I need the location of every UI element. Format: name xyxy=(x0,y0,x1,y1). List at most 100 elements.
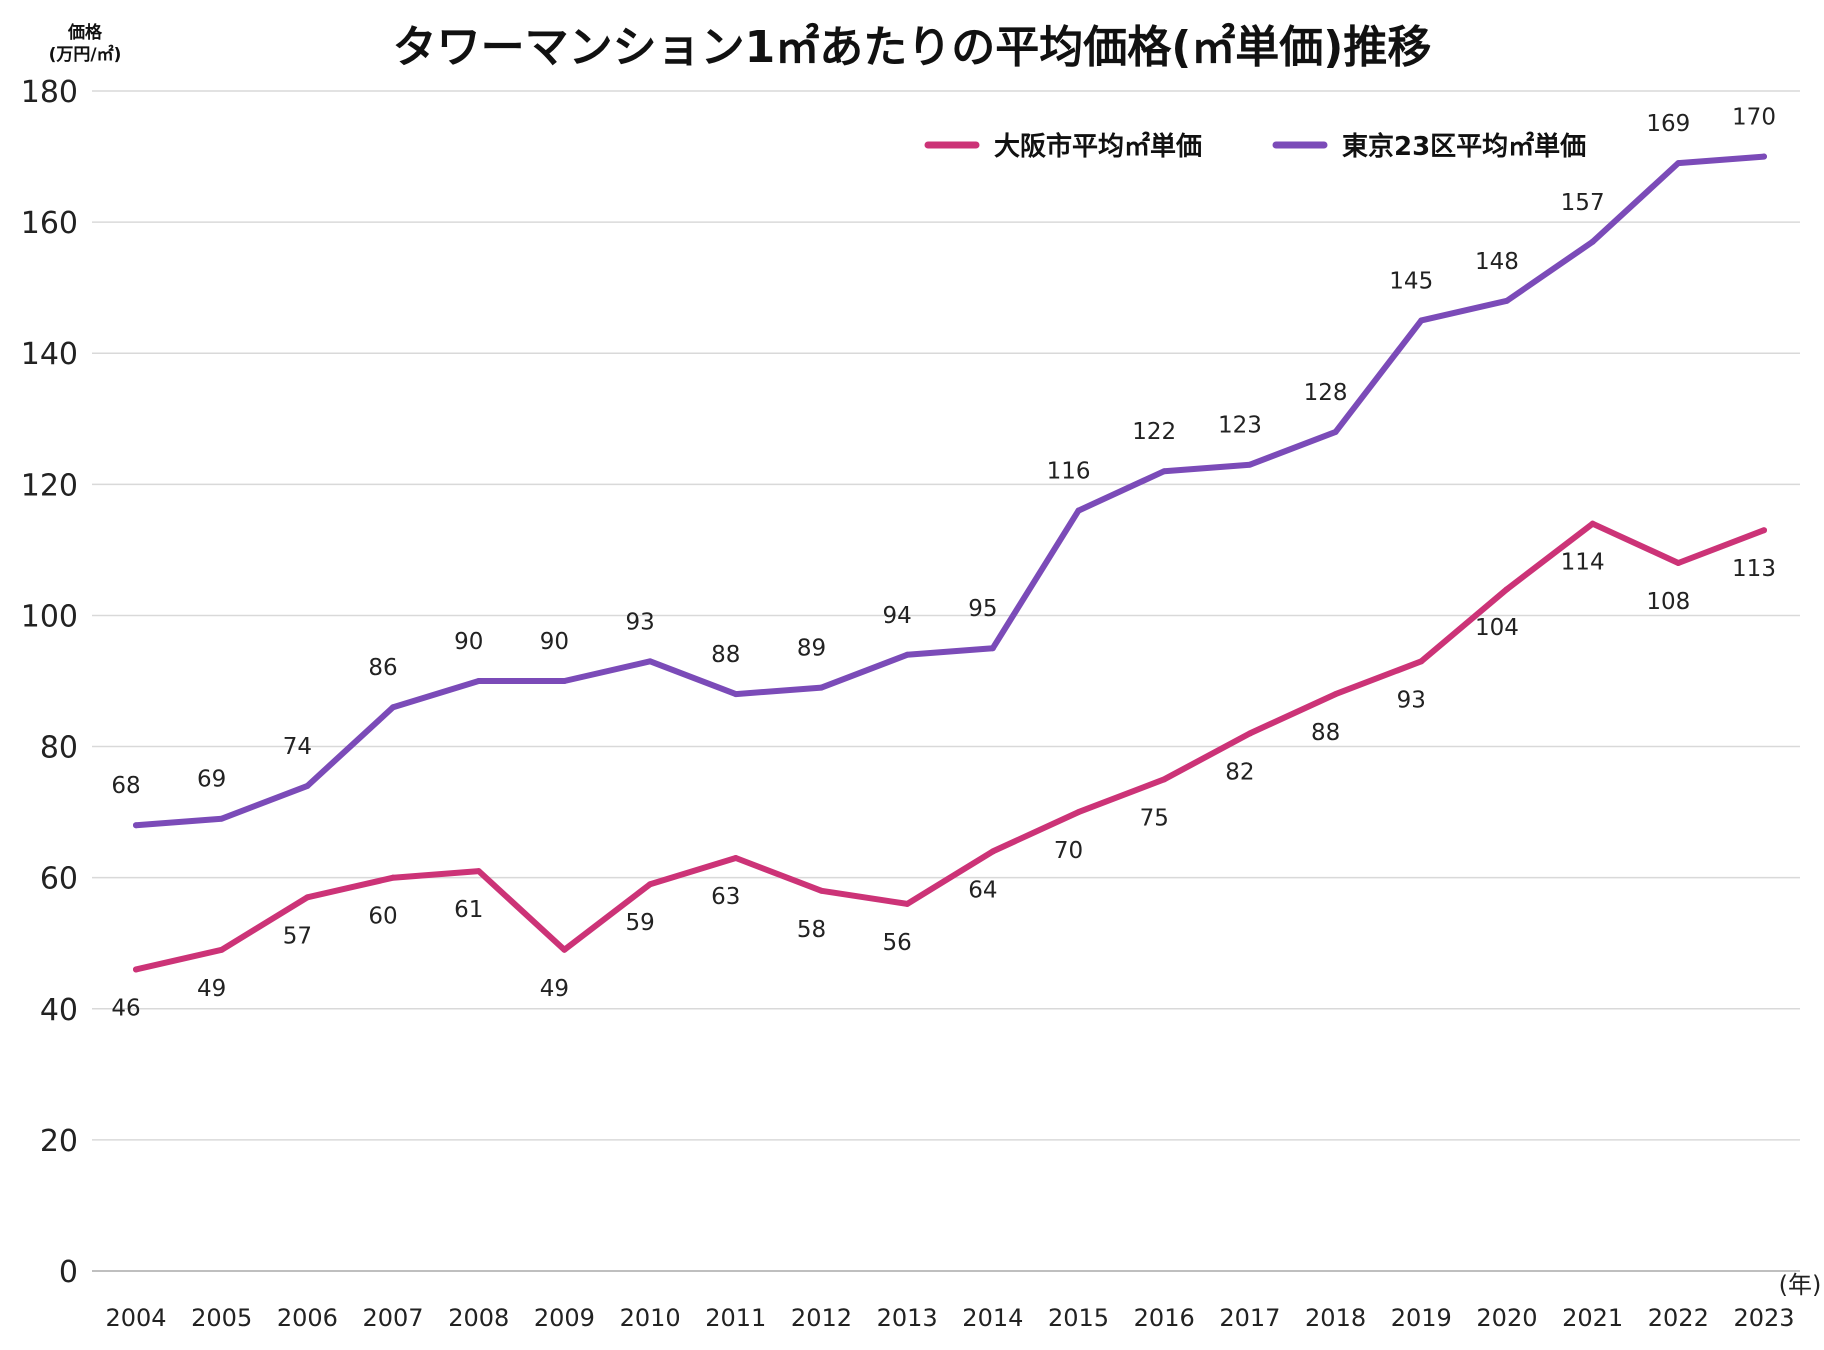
data-label: 61 xyxy=(454,897,483,923)
series-lines xyxy=(133,153,1767,973)
legend: 大阪市平均㎡単価 東京23区平均㎡単価 xyxy=(924,131,1586,162)
data-point xyxy=(218,815,225,822)
x-tick-label: 2018 xyxy=(1305,1304,1366,1332)
data-point xyxy=(1161,468,1168,475)
y-tick-label: 20 xyxy=(40,1124,78,1159)
data-label: 114 xyxy=(1561,550,1605,576)
data-label: 68 xyxy=(111,773,140,799)
data-point xyxy=(390,874,397,881)
data-point xyxy=(218,946,225,953)
data-label: 104 xyxy=(1475,615,1519,641)
data-point xyxy=(1503,586,1510,593)
data-label: 74 xyxy=(283,734,312,760)
y-tick-label: 40 xyxy=(40,993,78,1028)
x-tick-label: 2013 xyxy=(877,1304,938,1332)
data-point xyxy=(989,645,996,652)
data-label: 113 xyxy=(1732,556,1776,582)
data-point xyxy=(1761,527,1767,534)
data-point xyxy=(1161,776,1168,783)
data-point xyxy=(304,782,311,789)
data-label: 93 xyxy=(1397,687,1426,713)
series-line-1 xyxy=(133,153,1767,829)
y-tick-label: 0 xyxy=(59,1255,78,1290)
x-tick-label: 2019 xyxy=(1391,1304,1452,1332)
data-point xyxy=(475,868,482,875)
x-tick-label: 2017 xyxy=(1219,1304,1280,1332)
data-label: 63 xyxy=(711,884,740,910)
data-point xyxy=(304,894,311,901)
series-line-0 xyxy=(133,520,1767,973)
data-label: 145 xyxy=(1389,268,1433,294)
y-tick-label: 100 xyxy=(21,599,78,634)
data-label: 86 xyxy=(368,655,397,681)
data-label: 157 xyxy=(1561,190,1605,216)
data-label: 123 xyxy=(1218,413,1262,439)
data-label: 46 xyxy=(111,995,140,1021)
data-labels: 46 49 57 60 61 49 59 63 58 56 64 70 75 82 88 93 104 114 10… xyxy=(111,105,1776,1022)
x-tick-label: 2023 xyxy=(1733,1304,1794,1332)
x-tick-label: 2020 xyxy=(1476,1304,1537,1332)
data-label: 94 xyxy=(883,603,912,629)
y-tick-label: 140 xyxy=(21,337,78,372)
data-label: 57 xyxy=(283,923,312,949)
data-label: 88 xyxy=(1311,720,1340,746)
data-point xyxy=(732,855,739,861)
x-tick-label: 2008 xyxy=(448,1304,509,1332)
data-label: 148 xyxy=(1475,249,1519,275)
data-point xyxy=(1075,809,1082,816)
data-point xyxy=(989,848,996,855)
y-axis-unit: (万円/㎡) xyxy=(49,44,122,65)
y-tick-label: 120 xyxy=(21,468,78,503)
x-tick-label: 2016 xyxy=(1134,1304,1195,1332)
data-point xyxy=(390,704,397,711)
y-tick-label: 160 xyxy=(21,206,78,241)
data-label: 128 xyxy=(1304,380,1348,406)
x-tick-label: 2005 xyxy=(191,1304,252,1332)
data-point xyxy=(561,678,568,684)
data-label: 88 xyxy=(711,642,740,668)
x-tick-label: 2021 xyxy=(1562,1304,1623,1332)
x-tick-label: 2011 xyxy=(705,1304,766,1332)
data-label: 116 xyxy=(1047,459,1091,485)
data-label: 70 xyxy=(1054,838,1083,864)
data-point xyxy=(1675,560,1682,566)
data-label: 75 xyxy=(1140,805,1169,831)
data-point xyxy=(1418,317,1425,324)
data-point xyxy=(818,887,825,894)
data-label: 108 xyxy=(1646,589,1690,615)
x-tick-label: 2015 xyxy=(1048,1304,1109,1332)
x-tick-label: 2004 xyxy=(105,1304,166,1332)
x-tick-label: 2022 xyxy=(1648,1304,1709,1332)
x-tick-label: 2010 xyxy=(620,1304,681,1332)
x-tick-label: 2007 xyxy=(363,1304,424,1332)
data-label: 89 xyxy=(797,636,826,662)
x-tick-label: 2012 xyxy=(791,1304,852,1332)
data-point xyxy=(561,946,568,953)
data-point xyxy=(1418,658,1425,665)
data-label: 122 xyxy=(1132,419,1176,445)
x-tick-label: 2014 xyxy=(962,1304,1023,1332)
axis-ticks: 0 20 40 60 80 100 120 140 160 180 2004 2005 2006 2007… xyxy=(21,75,1795,1332)
data-point xyxy=(133,822,139,829)
data-label: 82 xyxy=(1225,759,1254,785)
legend-label-1: 東京23区平均㎡単価 xyxy=(1342,131,1586,162)
data-label: 60 xyxy=(368,904,397,930)
x-axis-label: (年) xyxy=(1779,1271,1822,1299)
data-label: 90 xyxy=(454,629,483,655)
y-tick-label: 180 xyxy=(21,75,78,110)
grid-lines xyxy=(92,90,1800,1272)
data-label: 49 xyxy=(197,976,226,1002)
data-point xyxy=(647,658,654,665)
data-label: 58 xyxy=(797,917,826,943)
data-point xyxy=(1332,428,1339,435)
data-label: 169 xyxy=(1646,111,1690,137)
data-label: 59 xyxy=(625,910,654,936)
y-tick-label: 60 xyxy=(40,862,78,897)
data-point xyxy=(1246,461,1253,468)
chart-title: タワーマンション1㎡あたりの平均価格(㎡単価)推移 xyxy=(393,22,1432,73)
data-point xyxy=(904,651,911,658)
data-point xyxy=(1503,297,1510,304)
data-point xyxy=(1589,238,1596,245)
data-point xyxy=(647,881,654,888)
